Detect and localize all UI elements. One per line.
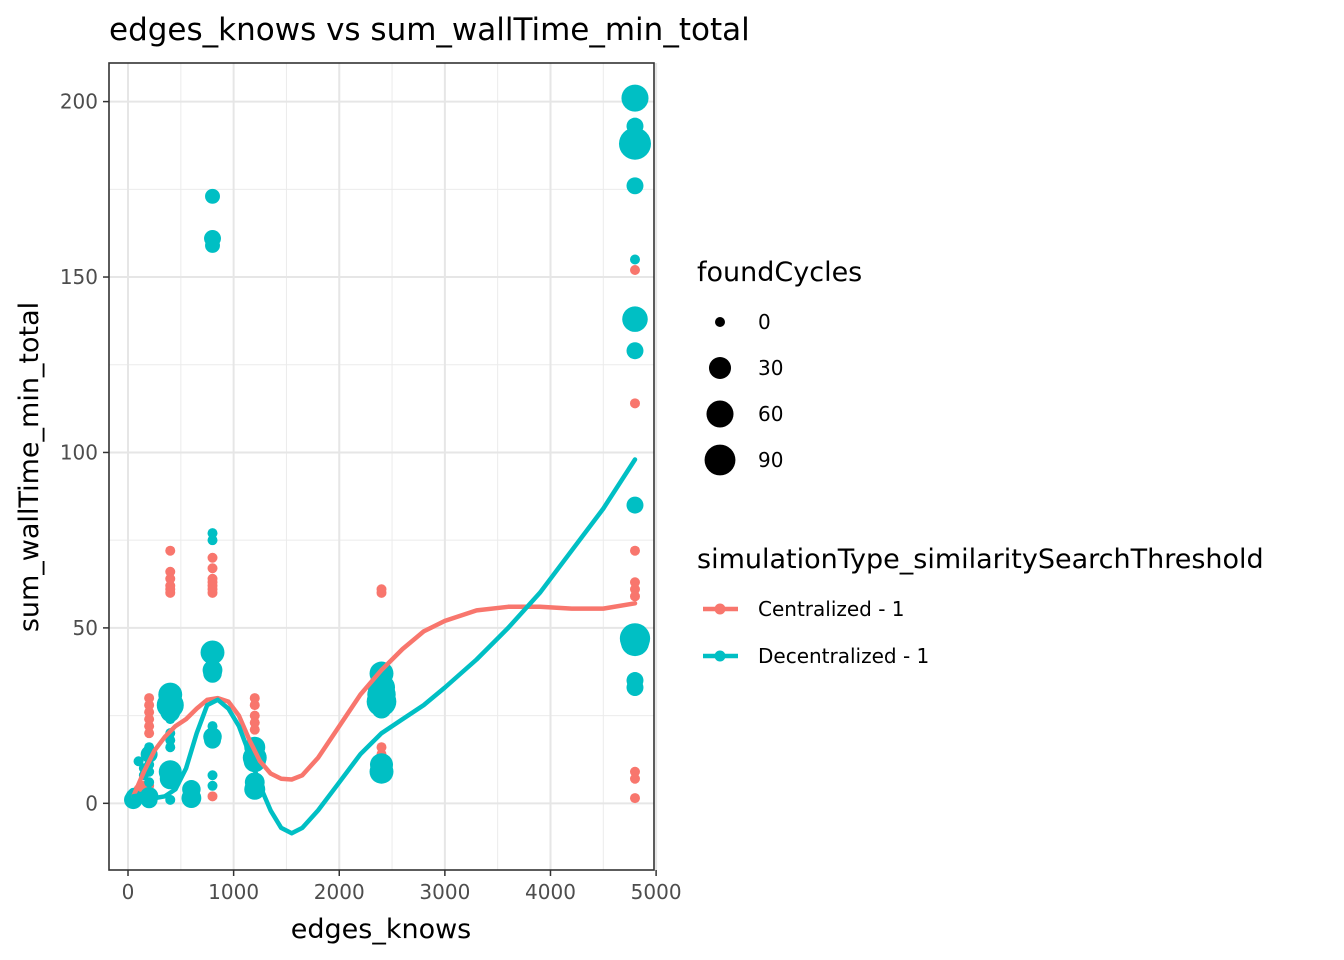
- smooth-line: [131, 457, 638, 836]
- y-axis-title: sum_wallTime_min_total: [14, 302, 45, 632]
- x-axis-title: edges_knows: [291, 914, 471, 945]
- data-point: [207, 528, 218, 539]
- size-legend-label: 0: [758, 310, 771, 334]
- data-point: [160, 702, 181, 723]
- size-legend: foundCycles 0 30 60 90: [697, 257, 862, 476]
- smooth-lines: [131, 457, 638, 836]
- data-point: [165, 587, 176, 598]
- data-point: [369, 759, 394, 784]
- x-tick-label: 5000: [631, 880, 682, 904]
- y-tick-label: 0: [85, 791, 98, 815]
- data-point: [165, 714, 176, 725]
- y-tick-label: 200: [60, 90, 98, 114]
- data-point: [205, 237, 220, 253]
- data-point: [207, 563, 218, 574]
- points-layer: [124, 84, 651, 810]
- x-tick-label: 2000: [314, 880, 365, 904]
- data-point: [165, 794, 176, 805]
- data-point: [249, 700, 260, 711]
- data-point: [144, 714, 155, 725]
- data-point: [376, 587, 387, 598]
- data-point: [629, 577, 640, 588]
- color-legend-label: Decentralized - 1: [758, 644, 929, 668]
- data-point: [371, 698, 392, 719]
- data-point: [165, 545, 176, 556]
- color-legend-dot: [714, 603, 726, 615]
- color-legend-label: Centralized - 1: [758, 597, 905, 621]
- data-point: [207, 780, 218, 791]
- data-point: [626, 496, 644, 514]
- size-legend-key: [708, 356, 732, 380]
- color-legend: simulationType_similaritySearchThreshold…: [697, 544, 1264, 668]
- data-point: [144, 728, 155, 739]
- color-legend-dot: [714, 650, 726, 662]
- size-legend-title: foundCycles: [697, 257, 862, 288]
- data-point: [159, 768, 181, 790]
- color-legend-title: simulationType_similaritySearchThreshold: [697, 544, 1264, 575]
- data-point: [207, 587, 218, 598]
- data-point: [626, 342, 644, 360]
- data-point: [207, 535, 218, 546]
- data-point: [144, 777, 155, 788]
- smooth-line: [131, 601, 638, 799]
- data-point: [133, 756, 144, 767]
- data-point: [165, 566, 176, 577]
- data-point: [144, 707, 155, 718]
- x-axis: 0 1000 2000 3000 4000 5000: [122, 870, 682, 904]
- panel-border: [108, 62, 655, 871]
- data-point: [629, 254, 640, 265]
- data-point: [205, 188, 220, 204]
- data-point: [629, 686, 640, 697]
- size-legend-key: [704, 444, 736, 476]
- data-point: [207, 552, 218, 563]
- size-legend-label: 30: [758, 356, 783, 380]
- data-point: [200, 640, 225, 665]
- data-point: [204, 731, 221, 749]
- data-point: [629, 773, 640, 784]
- data-point: [629, 265, 640, 276]
- data-point: [165, 735, 176, 746]
- data-point: [249, 724, 260, 735]
- data-point: [629, 584, 640, 595]
- data-point: [629, 793, 640, 804]
- data-point: [144, 721, 155, 732]
- data-point: [629, 545, 640, 556]
- data-point: [144, 700, 155, 711]
- data-point: [626, 177, 644, 195]
- x-tick-label: 0: [122, 880, 135, 904]
- y-tick-label: 50: [73, 616, 98, 640]
- data-point: [249, 717, 260, 728]
- size-legend-key: [715, 317, 725, 327]
- data-point: [249, 710, 260, 721]
- data-point: [207, 770, 218, 781]
- data-point: [621, 84, 649, 112]
- data-point: [203, 664, 222, 683]
- data-point: [249, 693, 260, 704]
- data-point: [165, 573, 176, 584]
- size-legend-label: 90: [758, 448, 783, 472]
- x-tick-label: 3000: [419, 880, 470, 904]
- data-point: [207, 791, 218, 802]
- chart-title: edges_knows vs sum_wallTime_min_total: [109, 12, 750, 48]
- size-legend-key: [706, 400, 734, 428]
- data-point: [622, 306, 648, 332]
- data-point: [618, 127, 651, 160]
- size-legend-label: 60: [758, 402, 783, 426]
- data-point: [620, 627, 650, 657]
- y-tick-label: 100: [60, 440, 98, 464]
- data-point: [629, 398, 640, 409]
- data-point: [181, 788, 202, 808]
- minor-grid: [109, 63, 654, 870]
- major-grid: [109, 63, 658, 870]
- x-tick-label: 4000: [525, 880, 576, 904]
- data-point: [629, 591, 640, 602]
- data-point: [144, 693, 155, 704]
- x-tick-label: 1000: [208, 880, 259, 904]
- data-point: [376, 742, 387, 753]
- y-tick-label: 150: [60, 265, 98, 289]
- y-axis: 0 50 100 150 200: [60, 90, 109, 815]
- data-point: [165, 742, 176, 753]
- data-point: [629, 766, 640, 777]
